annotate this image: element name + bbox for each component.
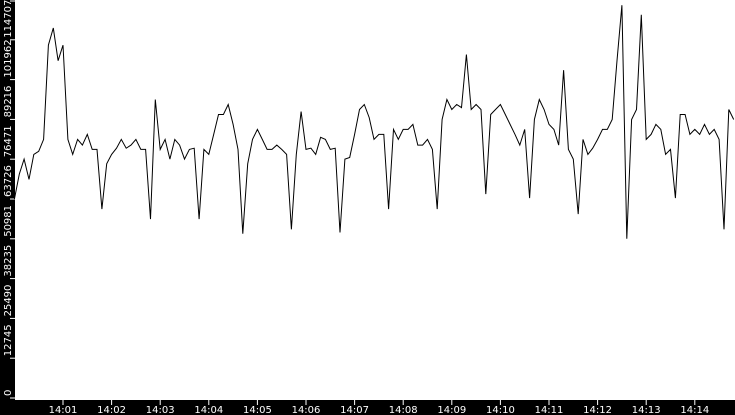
y-tick-label: 12745: [3, 324, 14, 356]
x-tick-label: 14:09: [437, 405, 466, 415]
series-group: [13, 5, 735, 239]
y-tick-label: 63726: [3, 165, 14, 197]
x-tick-label: 14:08: [389, 405, 418, 415]
x-tick-label: 14:14: [680, 405, 709, 415]
x-tick-label: 14:12: [583, 405, 612, 415]
x-axis: 14:01 14:02 14:03 14:04 14:05 14:06 14:07 14:08…: [49, 400, 709, 415]
y-tick-label: 0: [3, 390, 14, 396]
series-line: [13, 5, 735, 239]
x-tick-label: 14:07: [340, 405, 369, 415]
x-tick-label: 14:13: [632, 405, 661, 415]
y-tick-label: 101962: [3, 39, 14, 77]
x-tick-label: 14:10: [486, 405, 515, 415]
y-tick-label: 76471: [3, 125, 14, 157]
x-tick-label: 14:01: [49, 405, 78, 415]
plot-area: [15, 0, 735, 400]
x-tick-label: 14:11: [535, 405, 564, 415]
y-tick-label: 114707: [3, 0, 14, 38]
y-tick-label: 25490: [3, 285, 14, 317]
y-tick-label: 89216: [3, 86, 14, 118]
x-tick-label: 14:06: [292, 405, 321, 415]
y-tick-label: 38235: [3, 245, 14, 277]
x-tick-label: 14:04: [194, 405, 223, 415]
y-axis: 0 12745 25490 38235 50981 63726 76471 89216 1019…: [3, 0, 15, 399]
x-tick-label: 14:02: [97, 405, 126, 415]
y-tick-label: 50981: [3, 205, 14, 237]
x-tick-label: 14:05: [243, 405, 272, 415]
x-tick-label: 14:03: [146, 405, 175, 415]
